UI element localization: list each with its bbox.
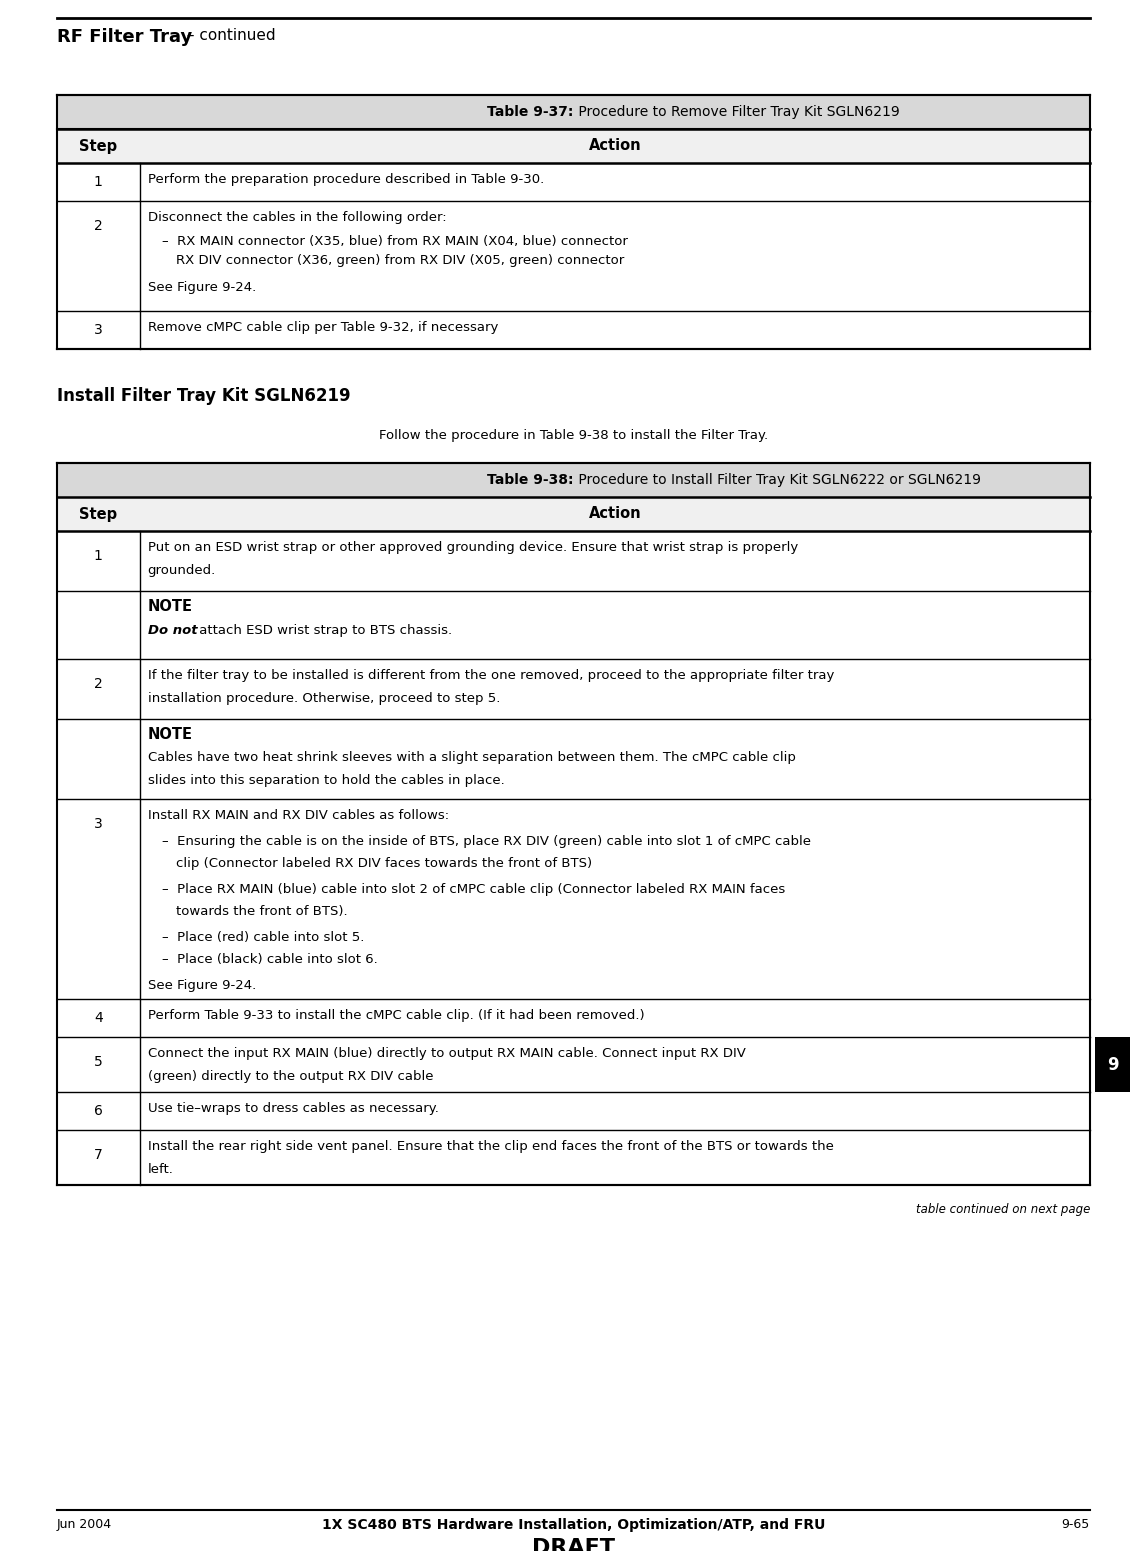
Text: 1X SC480 BTS Hardware Installation, Optimization/ATP, and FRU: 1X SC480 BTS Hardware Installation, Opti… [321,1518,825,1532]
Text: – continued: – continued [182,28,276,43]
Text: Procedure to Install Filter Tray Kit SGLN6222 or SGLN6219: Procedure to Install Filter Tray Kit SGL… [573,473,980,487]
Text: left.: left. [148,1163,173,1176]
Text: 5: 5 [93,1055,103,1069]
Text: table continued on next page: table continued on next page [915,1204,1090,1216]
Bar [57,129,1090,163]
Bar [1096,1038,1130,1092]
Text: Do not: Do not [148,624,197,637]
Text: 2: 2 [93,219,103,233]
Text: RF Filter Tray: RF Filter Tray [57,28,193,47]
Text: towards the front of BTS).: towards the front of BTS). [176,904,348,918]
Text: clip (Connector labeled RX DIV faces towards the front of BTS): clip (Connector labeled RX DIV faces tow… [176,858,592,870]
Text: 4: 4 [93,1011,103,1025]
Text: Table 9-37:: Table 9-37: [487,105,573,119]
Text: 6: 6 [93,1104,103,1118]
Text: slides into this separation to hold the cables in place.: slides into this separation to hold the … [148,774,504,786]
Text: Step: Step [80,507,117,521]
Text: Follow the procedure in Table 9-38 to install the Filter Tray.: Follow the procedure in Table 9-38 to in… [378,430,768,442]
Text: 3: 3 [93,323,103,337]
Text: 1: 1 [93,549,103,563]
Text: DRAFT: DRAFT [532,1539,614,1551]
Text: See Figure 9-24.: See Figure 9-24. [148,979,255,993]
Text: Perform the preparation procedure described in Table 9-30.: Perform the preparation procedure descri… [148,174,544,186]
Text: See Figure 9-24.: See Figure 9-24. [148,281,255,295]
Text: attach ESD wrist strap to BTS chassis.: attach ESD wrist strap to BTS chassis. [195,624,451,637]
Text: 9-65: 9-65 [1061,1518,1090,1531]
Text: (green) directly to the output RX DIV cable: (green) directly to the output RX DIV ca… [148,1070,433,1083]
Bar [57,95,1090,129]
Text: Install RX MAIN and RX DIV cables as follows:: Install RX MAIN and RX DIV cables as fol… [148,810,449,822]
Text: Action: Action [588,507,641,521]
Text: Jun 2004: Jun 2004 [57,1518,112,1531]
Text: 9: 9 [1107,1056,1118,1073]
Text: Install the rear right side vent panel. Ensure that the clip end faces the front: Install the rear right side vent panel. … [148,1140,833,1152]
Text: –  Ensuring the cable is on the inside of BTS, place RX DIV (green) cable into s: – Ensuring the cable is on the inside of… [162,834,811,848]
Bar [139,591,1090,659]
Text: Install Filter Tray Kit SGLN6219: Install Filter Tray Kit SGLN6219 [57,388,351,405]
Text: 2: 2 [93,676,103,692]
Text: Action: Action [588,138,641,154]
Text: NOTE: NOTE [148,727,193,741]
Text: Put on an ESD wrist strap or other approved grounding device. Ensure that wrist : Put on an ESD wrist strap or other appro… [148,541,798,554]
Text: 3: 3 [93,817,103,831]
Text: –  Place (red) cable into slot 5.: – Place (red) cable into slot 5. [162,931,364,945]
Text: RX DIV connector (X36, green) from RX DIV (X05, green) connector: RX DIV connector (X36, green) from RX DI… [176,254,624,267]
Text: If the filter tray to be installed is different from the one removed, proceed to: If the filter tray to be installed is di… [148,668,834,682]
Text: Disconnect the cables in the following order:: Disconnect the cables in the following o… [148,211,446,223]
Text: Cables have two heat shrink sleeves with a slight separation between them. The c: Cables have two heat shrink sleeves with… [148,751,796,765]
Text: Use tie–wraps to dress cables as necessary.: Use tie–wraps to dress cables as necessa… [148,1103,439,1115]
Bar [57,496,1090,530]
Text: –  Place RX MAIN (blue) cable into slot 2 of cMPC cable clip (Connector labeled : – Place RX MAIN (blue) cable into slot 2… [162,883,784,896]
Text: –  RX MAIN connector (X35, blue) from RX MAIN (X04, blue) connector: – RX MAIN connector (X35, blue) from RX … [162,236,627,248]
Text: Procedure to Remove Filter Tray Kit SGLN6219: Procedure to Remove Filter Tray Kit SGLN… [573,105,899,119]
Text: Remove cMPC cable clip per Table 9-32, if necessary: Remove cMPC cable clip per Table 9-32, i… [148,321,498,333]
Text: Step: Step [80,138,117,154]
Text: –  Place (black) cable into slot 6.: – Place (black) cable into slot 6. [162,952,377,966]
Bar [57,464,1090,496]
Text: Table 9-38:: Table 9-38: [487,473,573,487]
Text: grounded.: grounded. [148,565,215,577]
Text: 7: 7 [93,1148,103,1162]
Text: Perform Table 9-33 to install the cMPC cable clip. (If it had been removed.): Perform Table 9-33 to install the cMPC c… [148,1010,644,1022]
Text: 1: 1 [93,175,103,189]
Text: Connect the input RX MAIN (blue) directly to output RX MAIN cable. Connect input: Connect the input RX MAIN (blue) directl… [148,1047,746,1059]
Text: NOTE: NOTE [148,599,193,614]
Text: installation procedure. Otherwise, proceed to step 5.: installation procedure. Otherwise, proce… [148,692,500,706]
